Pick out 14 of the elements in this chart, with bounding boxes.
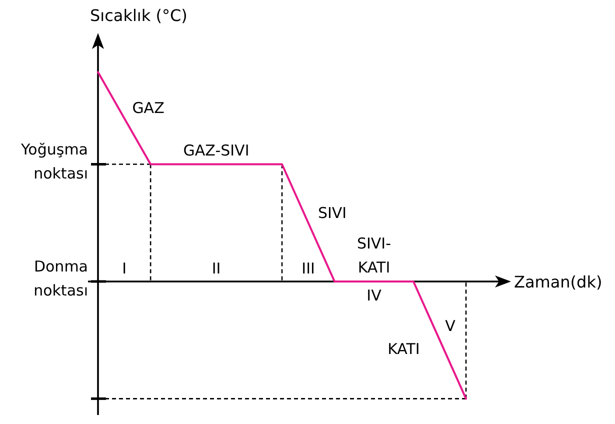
annotation: I xyxy=(122,259,127,278)
annotation: SIVI xyxy=(318,204,347,222)
ref-line-label: Yoğuşma noktası xyxy=(20,140,88,182)
y-axis-title: Sıcaklık (°C) xyxy=(90,6,188,24)
annotation: SIVI- KATI xyxy=(356,234,392,276)
annotation: III xyxy=(302,259,315,278)
x-axis-title: Zaman(dk) xyxy=(514,272,602,291)
annotation: IV xyxy=(366,286,382,304)
annotation: KATI xyxy=(388,340,420,358)
annotation: GAZ-SIVI xyxy=(183,141,250,160)
ref-line-label: Donma noktası xyxy=(34,257,88,300)
annotation: II xyxy=(212,259,221,278)
annotation: GAZ xyxy=(132,99,164,118)
annotation: V xyxy=(445,317,456,336)
